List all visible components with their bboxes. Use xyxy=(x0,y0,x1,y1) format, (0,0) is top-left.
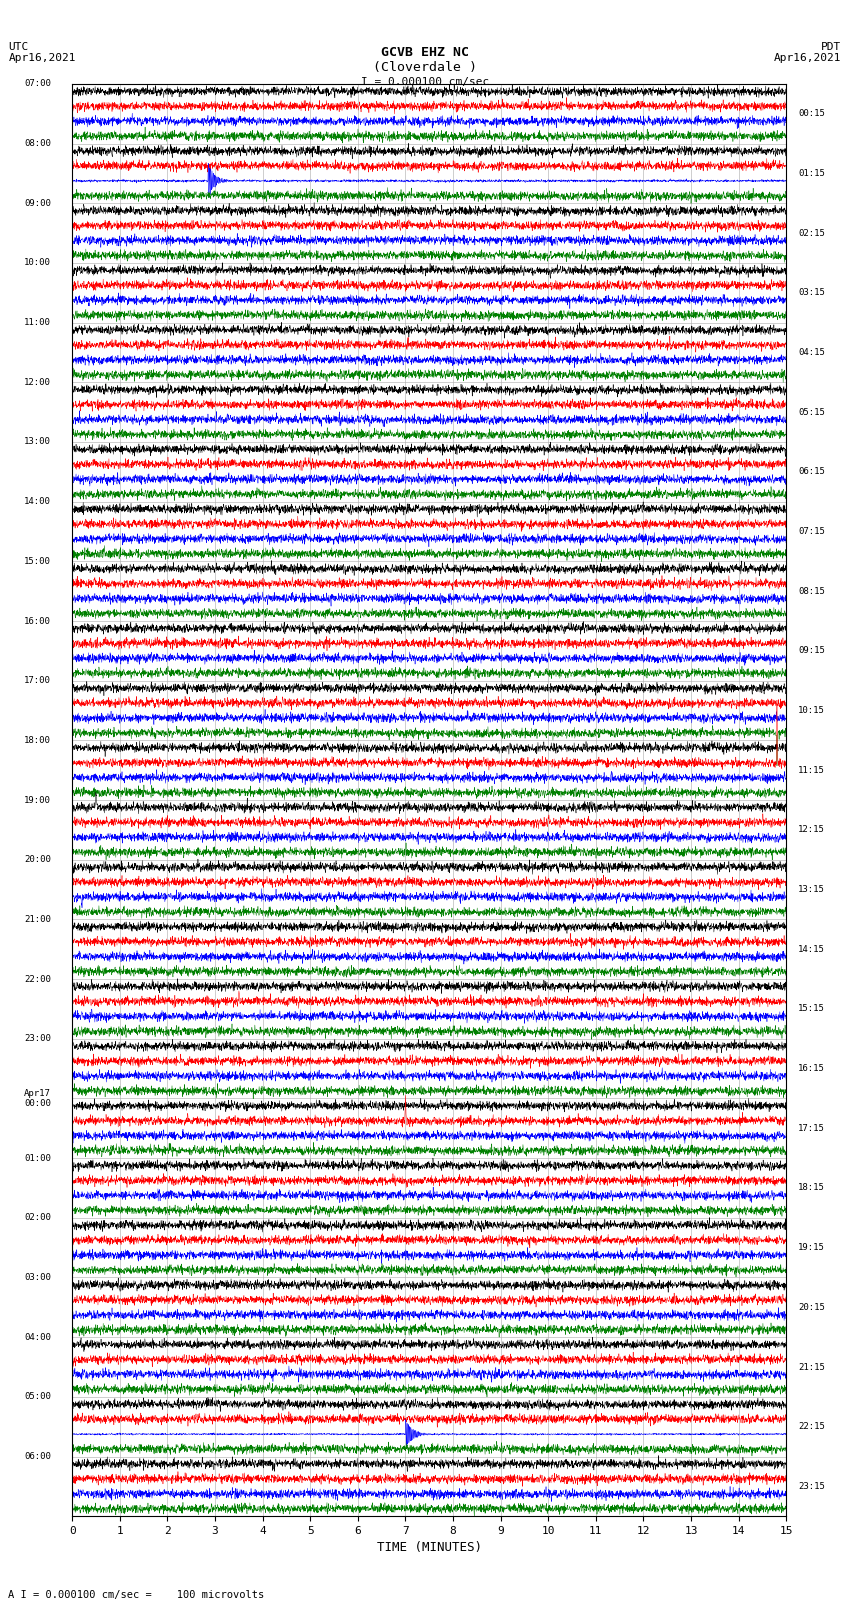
Text: 12:15: 12:15 xyxy=(798,826,825,834)
Text: Apr16,2021: Apr16,2021 xyxy=(8,53,76,63)
Text: 07:00: 07:00 xyxy=(24,79,51,89)
Text: (Cloverdale ): (Cloverdale ) xyxy=(373,61,477,74)
Text: 11:00: 11:00 xyxy=(24,318,51,327)
Text: 17:15: 17:15 xyxy=(798,1124,825,1132)
X-axis label: TIME (MINUTES): TIME (MINUTES) xyxy=(377,1542,482,1555)
Text: 13:00: 13:00 xyxy=(24,437,51,447)
Text: 23:15: 23:15 xyxy=(798,1482,825,1490)
Text: 13:15: 13:15 xyxy=(798,886,825,894)
Text: 20:15: 20:15 xyxy=(798,1303,825,1311)
Text: I = 0.000100 cm/sec: I = 0.000100 cm/sec xyxy=(361,77,489,87)
Text: 00:15: 00:15 xyxy=(798,110,825,118)
Text: 21:15: 21:15 xyxy=(798,1363,825,1371)
Text: 20:00: 20:00 xyxy=(24,855,51,865)
Text: 06:15: 06:15 xyxy=(798,468,825,476)
Text: 02:15: 02:15 xyxy=(798,229,825,237)
Text: 21:00: 21:00 xyxy=(24,915,51,924)
Text: 16:15: 16:15 xyxy=(798,1065,825,1073)
Text: 19:15: 19:15 xyxy=(798,1244,825,1252)
Text: 23:00: 23:00 xyxy=(24,1034,51,1044)
Text: GCVB EHZ NC: GCVB EHZ NC xyxy=(381,45,469,60)
Text: 12:00: 12:00 xyxy=(24,377,51,387)
Text: 14:00: 14:00 xyxy=(24,497,51,506)
Text: 17:00: 17:00 xyxy=(24,676,51,686)
Text: 19:00: 19:00 xyxy=(24,795,51,805)
Text: 09:15: 09:15 xyxy=(798,647,825,655)
Text: Apr17
00:00: Apr17 00:00 xyxy=(24,1089,51,1108)
Text: PDT: PDT xyxy=(821,42,842,52)
Text: 22:00: 22:00 xyxy=(24,974,51,984)
Text: 05:15: 05:15 xyxy=(798,408,825,416)
Text: 14:15: 14:15 xyxy=(798,945,825,953)
Text: 18:00: 18:00 xyxy=(24,736,51,745)
Text: 04:00: 04:00 xyxy=(24,1332,51,1342)
Text: 08:00: 08:00 xyxy=(24,139,51,148)
Text: 09:00: 09:00 xyxy=(24,198,51,208)
Text: 02:00: 02:00 xyxy=(24,1213,51,1223)
Text: A I = 0.000100 cm/sec =    100 microvolts: A I = 0.000100 cm/sec = 100 microvolts xyxy=(8,1590,264,1600)
Text: 01:00: 01:00 xyxy=(24,1153,51,1163)
Text: 05:00: 05:00 xyxy=(24,1392,51,1402)
Text: 04:15: 04:15 xyxy=(798,348,825,356)
Text: 10:00: 10:00 xyxy=(24,258,51,268)
Text: 03:00: 03:00 xyxy=(24,1273,51,1282)
Text: 01:15: 01:15 xyxy=(798,169,825,177)
Text: 03:15: 03:15 xyxy=(798,289,825,297)
Text: 08:15: 08:15 xyxy=(798,587,825,595)
Text: 18:15: 18:15 xyxy=(798,1184,825,1192)
Text: 16:00: 16:00 xyxy=(24,616,51,626)
Text: 15:00: 15:00 xyxy=(24,556,51,566)
Text: 06:00: 06:00 xyxy=(24,1452,51,1461)
Text: 07:15: 07:15 xyxy=(798,527,825,536)
Text: 15:15: 15:15 xyxy=(798,1005,825,1013)
Text: 10:15: 10:15 xyxy=(798,706,825,715)
Text: 22:15: 22:15 xyxy=(798,1423,825,1431)
Text: 11:15: 11:15 xyxy=(798,766,825,774)
Text: Apr16,2021: Apr16,2021 xyxy=(774,53,842,63)
Text: UTC: UTC xyxy=(8,42,29,52)
